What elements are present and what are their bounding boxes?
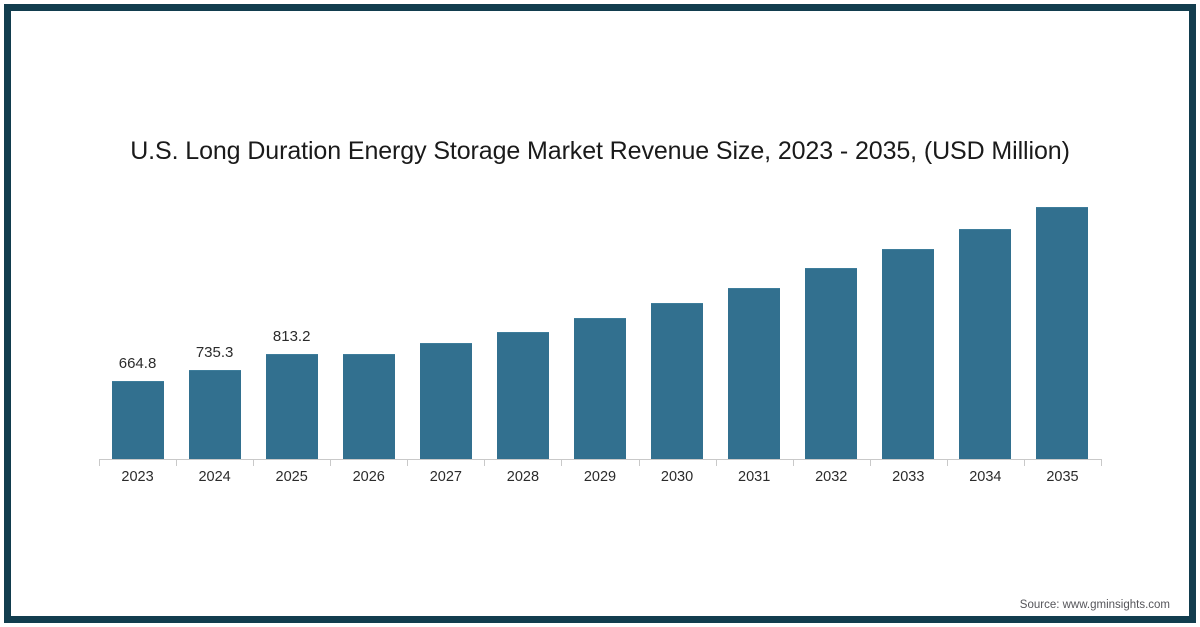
- x-tick-2030: [638, 459, 640, 466]
- x-tick-2027: [407, 459, 409, 466]
- x-axis-label-2034: 2034: [969, 469, 1002, 485]
- bar-2033: [882, 249, 935, 459]
- x-tick-2028: [484, 459, 486, 466]
- source-attribution: Source: www.gminsights.com: [1019, 599, 1170, 611]
- value-label-2025: 813.2: [272, 328, 311, 345]
- x-tick-2024: [176, 459, 178, 466]
- bars-layer: [99, 180, 1101, 459]
- bar-2035: [1036, 207, 1089, 459]
- x-axis-label-2029: 2029: [583, 469, 617, 485]
- bar-2025: [265, 354, 318, 459]
- x-tick-2032: [792, 459, 794, 466]
- x-tick-2025: [253, 459, 255, 466]
- chart-title: U.S. Long Duration Energy Storage Market…: [130, 137, 1070, 165]
- x-tick-2034: [946, 459, 948, 466]
- x-tick-2035: [1023, 459, 1025, 466]
- x-tick-end: [1101, 459, 1102, 466]
- x-tick-2033: [869, 459, 871, 466]
- x-axis-label-2023: 2023: [121, 469, 154, 485]
- bar-2034: [959, 229, 1012, 459]
- bar-2029: [574, 318, 626, 459]
- x-axis-label-2028: 2028: [506, 469, 540, 485]
- bar-2023: [111, 381, 164, 459]
- bar-2027: [419, 343, 472, 459]
- value-label-2023: 664.8: [118, 355, 157, 372]
- bar-2032: [805, 268, 858, 459]
- x-axis-label-2035: 2035: [1046, 469, 1079, 485]
- bar-2031: [728, 288, 781, 459]
- bar-2028: [496, 332, 549, 459]
- x-axis-label-2030: 2030: [660, 469, 694, 485]
- bar-2030: [651, 303, 704, 459]
- x-axis-label-2032: 2032: [815, 469, 848, 485]
- value-label-2024: 735.3: [195, 344, 234, 361]
- x-tick-2029: [561, 459, 563, 466]
- x-axis-label-2026: 2026: [352, 469, 385, 485]
- x-axis-label-2031: 2031: [738, 469, 771, 485]
- x-axis-label-2025: 2025: [275, 469, 308, 485]
- x-axis-line: [99, 459, 1101, 460]
- x-tick-2031: [715, 459, 717, 466]
- x-axis-label-2027: 2027: [429, 469, 462, 485]
- x-tick-2023: [99, 459, 100, 466]
- bar-2024: [188, 370, 241, 459]
- bar-2026: [342, 354, 395, 459]
- x-axis-label-2024: 2024: [198, 469, 231, 485]
- x-tick-2026: [330, 459, 332, 466]
- x-axis-label-2033: 2033: [892, 469, 925, 485]
